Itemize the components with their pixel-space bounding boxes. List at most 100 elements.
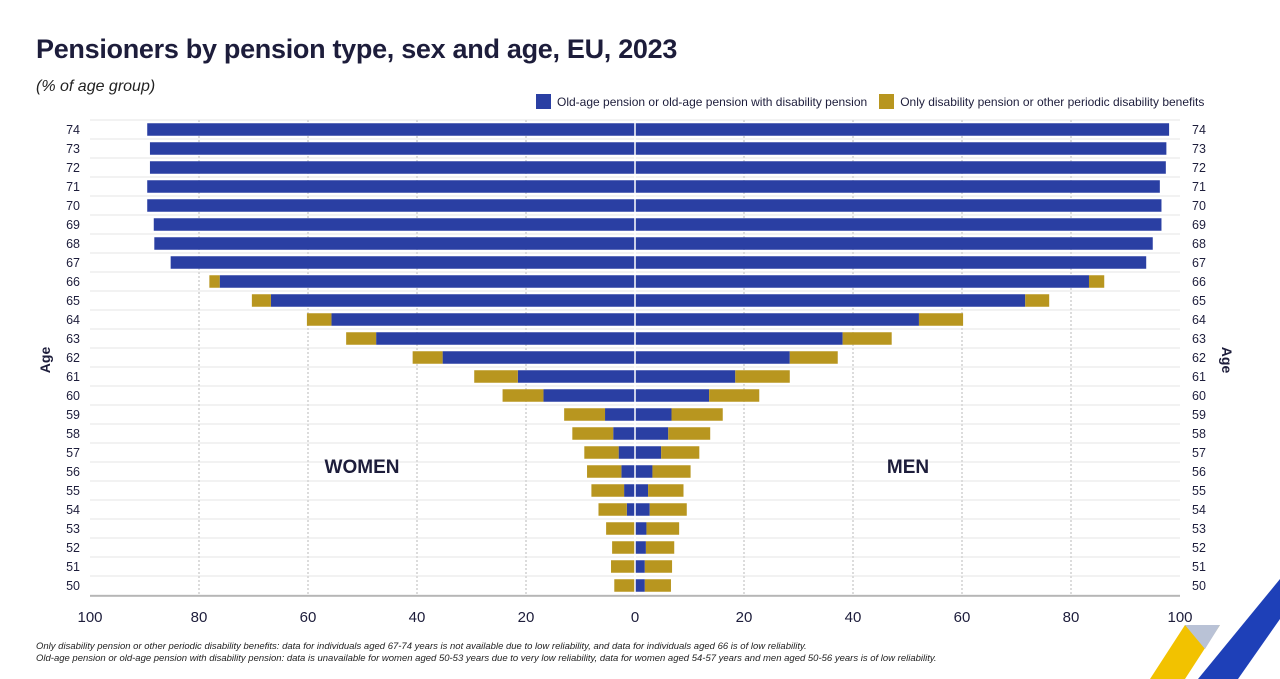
age-tick-right: 64	[1192, 313, 1206, 327]
bar-women-oldage	[626, 503, 635, 516]
bar-women-oldage	[147, 123, 635, 136]
bar-men-oldage	[635, 389, 710, 402]
bar-women-oldage	[147, 199, 635, 212]
x-tick-label: 60	[954, 609, 971, 626]
legend-label-oldage: Old-age pension or old-age pension with …	[557, 94, 868, 109]
age-tick-right: 57	[1192, 446, 1206, 460]
age-tick-left: 72	[66, 161, 80, 175]
age-tick-right: 51	[1192, 560, 1206, 574]
age-tick-left: 55	[66, 484, 80, 498]
age-tick-right: 69	[1192, 218, 1206, 232]
age-tick-left: 61	[66, 370, 80, 384]
age-tick-right: 61	[1192, 370, 1206, 384]
x-tick-label: 0	[631, 609, 639, 626]
age-tick-right: 63	[1192, 332, 1206, 346]
brand-logo-grey-shape	[1185, 625, 1220, 649]
bar-women-disability	[612, 541, 635, 554]
age-tick-right: 60	[1192, 389, 1206, 403]
bar-women-disability	[564, 408, 606, 421]
bar-men-disability	[709, 389, 760, 402]
bar-men-disability	[671, 408, 723, 421]
brand-logo-blue-shape	[1198, 579, 1280, 679]
age-tick-right: 53	[1192, 522, 1206, 536]
bar-women-oldage	[153, 218, 635, 231]
age-tick-right: 65	[1192, 294, 1206, 308]
age-tick-left: 51	[66, 560, 80, 574]
age-tick-right: 52	[1192, 541, 1206, 555]
bar-women-oldage	[517, 370, 635, 383]
bar-women-oldage	[149, 142, 635, 155]
age-tick-right: 72	[1192, 161, 1206, 175]
bar-men-oldage	[635, 503, 650, 516]
age-tick-right: 67	[1192, 256, 1206, 270]
bar-women-disability	[591, 484, 625, 497]
age-tick-left: 54	[66, 503, 80, 517]
bar-men-disability	[918, 313, 964, 326]
bar-men-oldage	[635, 237, 1153, 250]
bar-women-oldage	[219, 275, 635, 288]
bar-men-oldage	[635, 123, 1170, 136]
bar-men-oldage	[635, 541, 646, 554]
age-tick-left: 60	[66, 389, 80, 403]
age-tick-left: 57	[66, 446, 80, 460]
bar-women-disability	[572, 427, 614, 440]
bar-men-disability	[842, 332, 892, 345]
legend: Old-age pension or old-age pension with …	[536, 94, 1216, 109]
bar-women-disability	[614, 579, 635, 592]
age-tick-left: 69	[66, 218, 80, 232]
age-tick-right: 71	[1192, 180, 1206, 194]
bar-women-disability	[584, 446, 619, 459]
age-tick-left: 62	[66, 351, 80, 365]
age-tick-left: 70	[66, 199, 80, 213]
age-tick-left: 74	[66, 123, 80, 137]
bar-men-oldage	[635, 427, 669, 440]
bar-men-disability	[1025, 294, 1050, 307]
bar-women-oldage	[442, 351, 635, 364]
bar-men-oldage	[635, 199, 1162, 212]
bar-women-disability	[587, 465, 622, 478]
age-tick-right: 58	[1192, 427, 1206, 441]
x-tick-label: 40	[409, 609, 426, 626]
bar-women-disability	[611, 560, 635, 573]
bar-men-oldage	[635, 180, 1160, 193]
y-axis-title-right: Age	[1219, 347, 1235, 374]
age-tick-right: 73	[1192, 142, 1206, 156]
age-tick-left: 50	[66, 579, 80, 593]
bar-women-oldage	[149, 161, 635, 174]
age-tick-right: 59	[1192, 408, 1206, 422]
bar-men-disability	[644, 560, 673, 573]
bar-women-disability	[598, 503, 627, 516]
bar-men-disability	[645, 541, 675, 554]
age-tick-right: 66	[1192, 275, 1206, 289]
bar-men-disability	[646, 522, 680, 535]
bar-men-oldage	[635, 313, 919, 326]
bar-women-disability	[606, 522, 635, 535]
women-label: WOMEN	[325, 457, 400, 478]
bar-women-oldage	[376, 332, 635, 345]
bar-women-oldage	[331, 313, 635, 326]
bar-men-oldage	[635, 332, 843, 345]
chart-subtitle: (% of age group)	[36, 78, 156, 95]
bar-men-oldage	[635, 522, 647, 535]
men-label: MEN	[887, 457, 929, 478]
bar-men-disability	[644, 579, 671, 592]
age-tick-left: 67	[66, 256, 80, 270]
age-tick-left: 68	[66, 237, 80, 251]
legend-item-oldage: Old-age pension or old-age pension with …	[536, 94, 867, 109]
y-axis-title-left: Age	[37, 347, 53, 374]
brand-logo	[1150, 579, 1280, 679]
bar-women-oldage	[618, 446, 635, 459]
age-tick-left: 63	[66, 332, 80, 346]
x-tick-label: 20	[736, 609, 753, 626]
bar-women-oldage	[621, 465, 635, 478]
bar-men-oldage	[635, 161, 1166, 174]
x-tick-label: 80	[191, 609, 208, 626]
bar-women-disability	[502, 389, 544, 402]
x-tick-label: 60	[300, 609, 317, 626]
x-tick-label: 20	[518, 609, 535, 626]
age-tick-left: 64	[66, 313, 80, 327]
bar-men-disability	[735, 370, 790, 383]
bar-men-oldage	[635, 484, 649, 497]
bar-women-disability	[346, 332, 377, 345]
